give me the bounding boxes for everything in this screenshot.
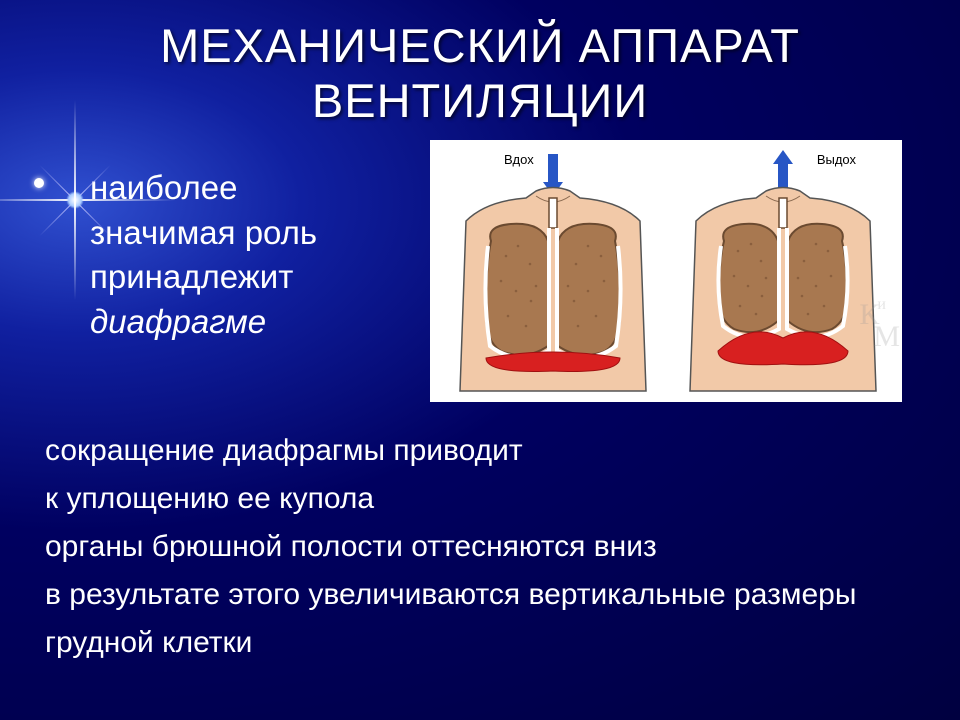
bullet-4: в результате этого увеличиваются вертика… [45, 571, 915, 667]
bullet-3: органы брюшной полости оттесняются вниз [45, 523, 915, 571]
bullet-2: к уплощению ее купола [45, 475, 915, 523]
lower-text: сокращение диафрагмы приводит к уплощени… [0, 402, 960, 667]
diagram-container: Вдох [430, 140, 902, 402]
content-row: наиболее значимая роль принадлежит диафр… [0, 128, 960, 402]
intro-text: наиболее значимая роль принадлежит диафр… [0, 136, 430, 402]
exhale-label: Выдох [817, 152, 856, 167]
title-line-1: МЕХАНИЧЕСКИЙ АППАРАТ [160, 19, 800, 72]
intro-emphasis: диафрагме [90, 303, 266, 340]
bullet-1: сокращение диафрагмы приводит [45, 427, 915, 475]
title-line-2: ВЕНТИЛЯЦИИ [312, 74, 648, 127]
watermark: Ки М [859, 298, 886, 366]
intro-line2: значимая роль [90, 214, 317, 251]
inhale-label: Вдох [504, 152, 534, 167]
exhale-panel: Выдох [666, 146, 896, 396]
slide-title: МЕХАНИЧЕСКИЙ АППАРАТ ВЕНТИЛЯЦИИ [0, 0, 960, 128]
inhale-panel: Вдох [436, 146, 666, 396]
star-decoration [75, 200, 76, 201]
bullet-dot-1 [34, 178, 44, 188]
intro-line3: принадлежит [90, 258, 293, 295]
breathing-diagram: Вдох [436, 146, 896, 396]
inhale-svg [436, 146, 666, 396]
